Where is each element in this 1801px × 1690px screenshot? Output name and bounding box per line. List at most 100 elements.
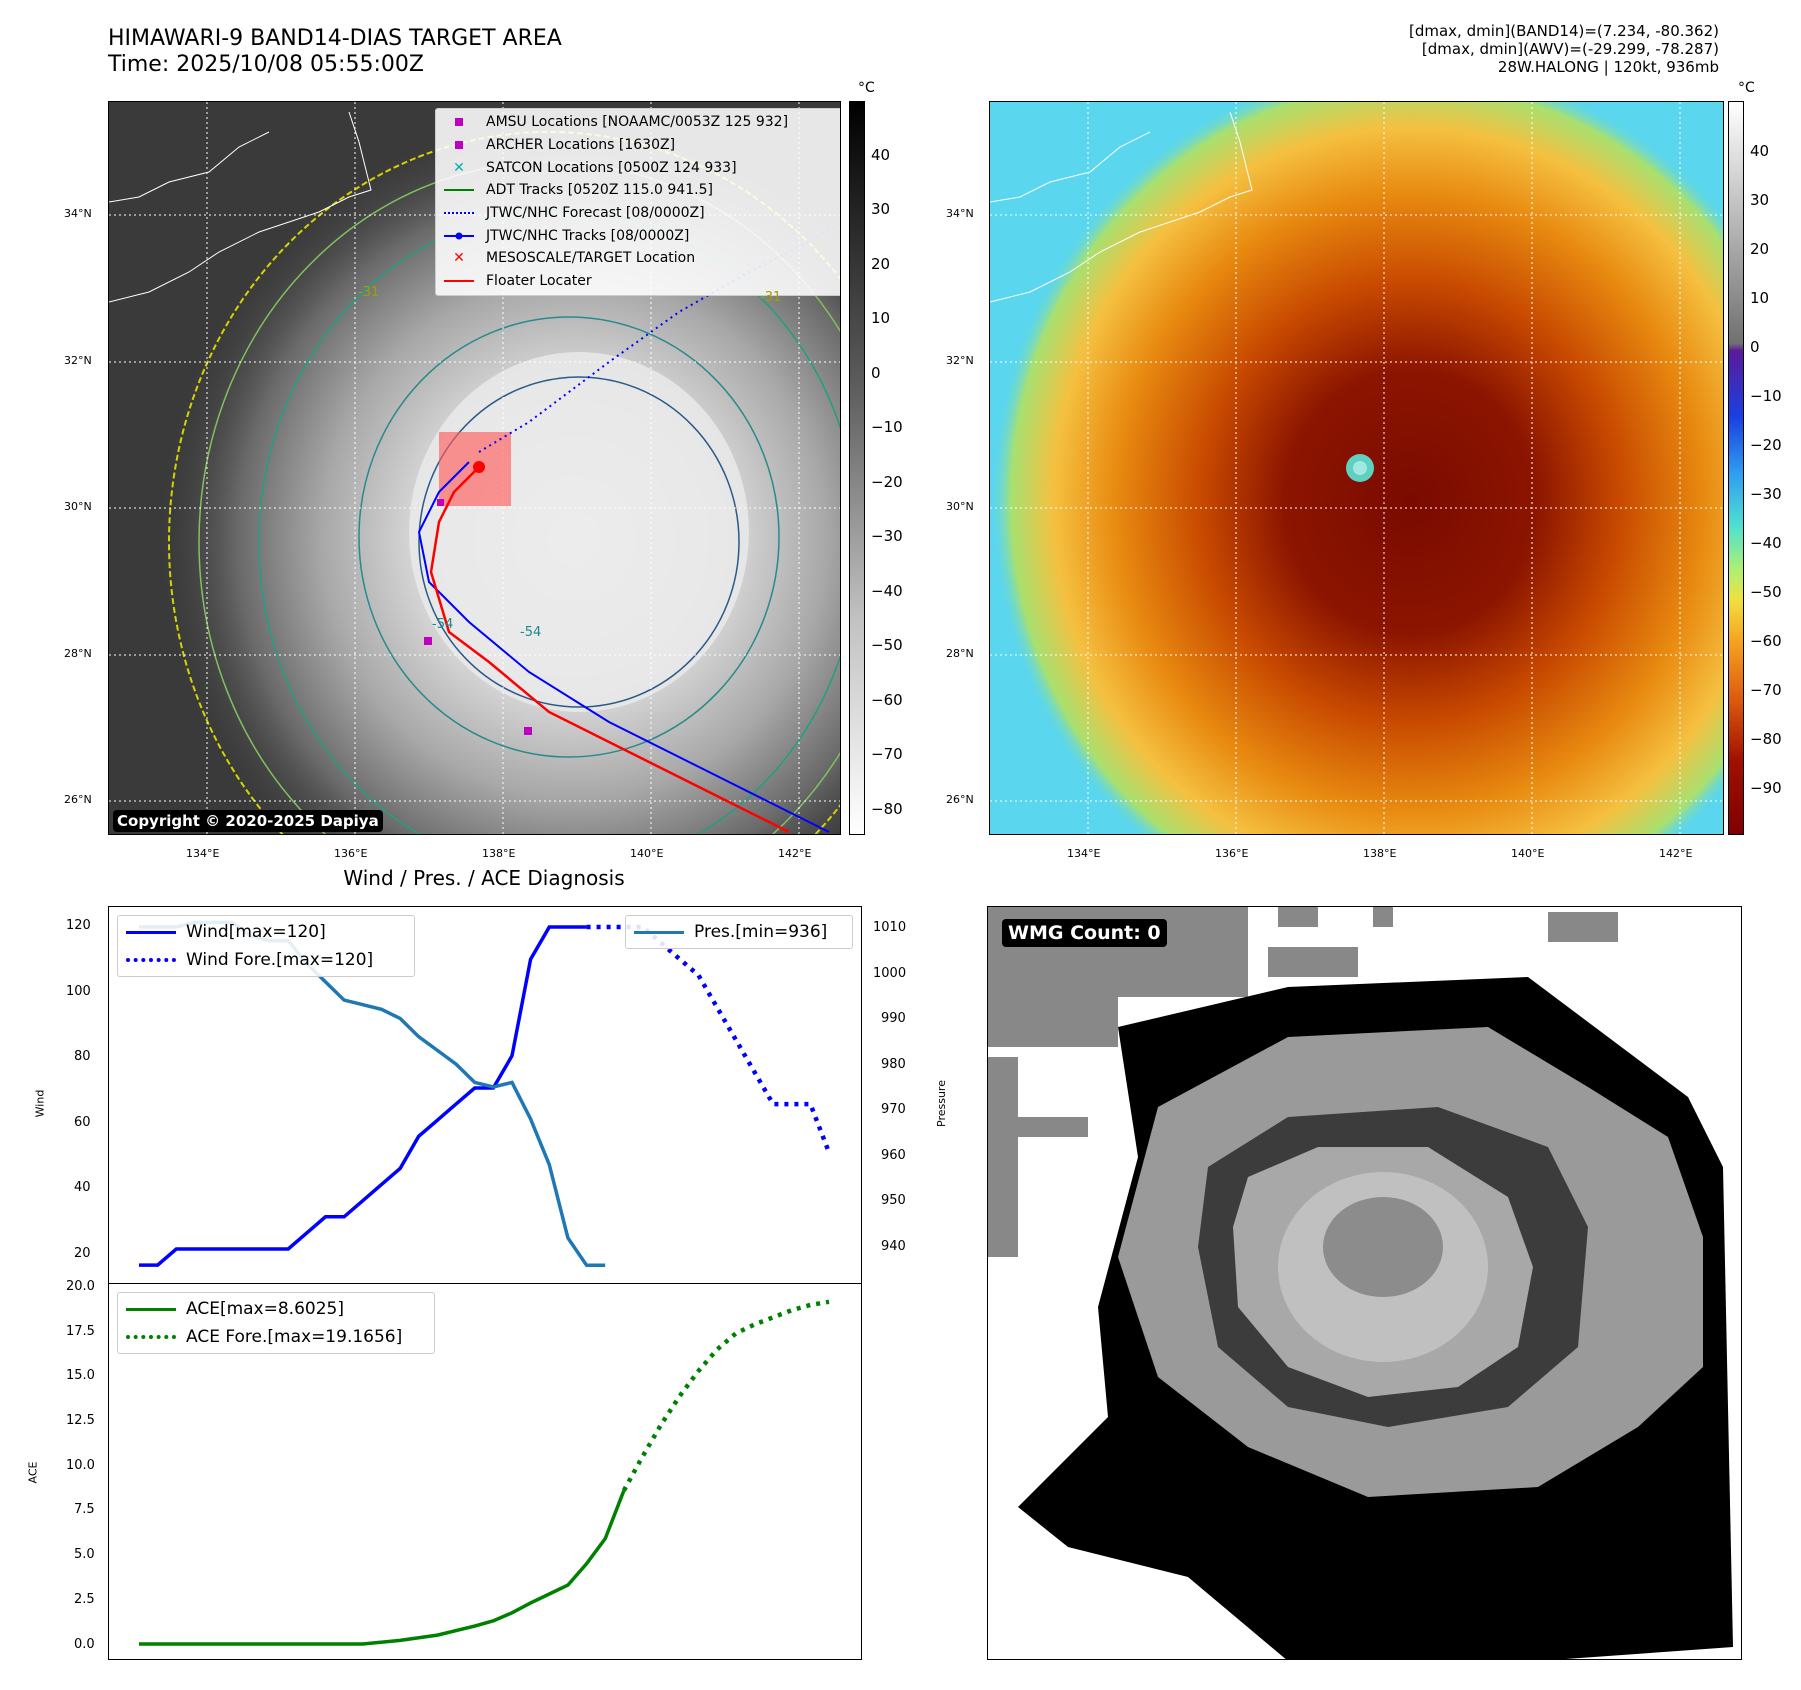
wmg-image [988, 907, 1733, 1659]
lat-label: 26°N [946, 793, 974, 806]
central-dense-overcast [409, 352, 749, 712]
adt-line-icon [444, 189, 474, 192]
ace-line-icon [126, 1307, 176, 1311]
ace-tick: 2.5 [74, 1592, 95, 1607]
cb-tick: −90 [1750, 779, 1782, 797]
wmg-panel: WMG Count: 0 [987, 906, 1742, 1660]
ace-axis-label: ACE [26, 1461, 40, 1484]
cb-tick: −10 [871, 418, 903, 436]
lat-label: 28°N [946, 647, 974, 660]
cb-tick: −40 [871, 582, 903, 600]
lon-label: 142°E [1659, 847, 1693, 860]
ace-tick: 0.0 [74, 1637, 95, 1652]
contour-label: -54 [520, 625, 542, 640]
cb-tick: 10 [1750, 289, 1770, 307]
coastline-japan [990, 111, 1253, 303]
wind-legend: Wind[max=120] Wind Fore.[max=120] [117, 915, 415, 977]
cb-tick: −50 [1750, 583, 1782, 601]
cb-tick: 30 [871, 200, 891, 218]
contour-teal-inner [358, 316, 780, 758]
pres-tick: 990 [881, 1011, 906, 1026]
gray-colorbar [849, 101, 865, 835]
wind-pressure-panel: Wind[max=120] Wind Fore.[max=120] Pres.[… [108, 906, 862, 1284]
ace-tick: 5.0 [74, 1547, 95, 1562]
lon-label: 142°E [778, 847, 812, 860]
legend-archer: ARCHER Locations [1630Z] [442, 134, 840, 157]
dmax-band14: [dmax, dmin](BAND14)=(7.234, -80.362) [1408, 22, 1719, 40]
lon-label: 136°E [1215, 847, 1249, 860]
contour-blue-inner [418, 376, 740, 708]
lat-label: 32°N [946, 354, 974, 367]
cb-tick: −40 [1750, 534, 1782, 552]
lat-label: 30°N [946, 500, 974, 513]
wind-tick: 120 [66, 918, 91, 933]
ace-plot [139, 1299, 830, 1646]
pressure-legend: Pres.[min=936] [625, 915, 853, 949]
legend-floater: Floater Locater [442, 270, 840, 293]
coastline-japan [109, 111, 372, 303]
legend-pressure: Pres.[min=936] [634, 918, 844, 946]
legend-ace-fore: ACE Fore.[max=19.1656] [126, 1323, 426, 1351]
legend-label: JTWC/NHC Tracks [08/0000Z] [486, 227, 690, 244]
track-dotline-icon [444, 232, 474, 240]
cb-tick: 10 [871, 309, 891, 327]
cb-tick: 30 [1750, 191, 1770, 209]
ace-tick: 17.5 [66, 1324, 95, 1339]
pres-tick: 1000 [873, 966, 907, 981]
legend-jtwc-forecast: JTWC/NHC Forecast [08/0000Z] [442, 202, 840, 225]
cb-tick: −70 [871, 745, 903, 763]
coastline-shikoku [109, 131, 270, 203]
lon-label: 140°E [630, 847, 664, 860]
wind-tick: 40 [74, 1180, 91, 1195]
series-ace-line [139, 1489, 626, 1646]
series-ace-fore-line [621, 1299, 830, 1492]
lon-label: 134°E [186, 847, 220, 860]
ir-color-map-canvas [990, 102, 1723, 834]
diagnosis-title: Wind / Pres. / ACE Diagnosis [343, 866, 625, 890]
floater-track [429, 466, 790, 834]
pressure-line-icon [634, 930, 684, 934]
floater-line-icon [444, 280, 474, 283]
lat-label: 34°N [946, 207, 974, 220]
colorbar-unit: °C [858, 80, 875, 96]
forecast-dotted-icon [444, 212, 474, 215]
pres-tick: 1010 [873, 920, 907, 935]
legend-label: SATCON Locations [0500Z 124 933] [486, 159, 737, 176]
series-wind-fore-line [586, 924, 832, 1154]
ace-tick: 10.0 [66, 1458, 95, 1473]
pres-tick: 950 [881, 1193, 906, 1208]
lat-label: 32°N [64, 354, 92, 367]
wmg-eye-center [1323, 1197, 1443, 1297]
legend-satcon: ✕ SATCON Locations [0500Z 124 933] [442, 156, 840, 179]
amsu-archer-markers [424, 499, 532, 735]
cb-tick: 40 [871, 146, 891, 164]
cb-tick: 20 [1750, 240, 1770, 258]
wind-tick: 20 [74, 1246, 91, 1261]
figure-time: Time: 2025/10/08 05:55:00Z [108, 52, 424, 77]
legend-label: Pres.[min=936] [694, 922, 828, 942]
cb-tick: −80 [1750, 730, 1782, 748]
legend-ace: ACE[max=8.6025] [126, 1295, 426, 1323]
mesoscale-x-icon: ✕ [453, 250, 465, 267]
legend-jtwc-tracks: JTWC/NHC Tracks [08/0000Z] [442, 224, 840, 247]
pres-tick: 970 [881, 1102, 906, 1117]
lon-label: 136°E [334, 847, 368, 860]
wind-axis-label: Wind [33, 1089, 47, 1118]
contour-label: -54 [432, 617, 454, 632]
cb-tick: −30 [1750, 485, 1782, 503]
legend-label: Wind[max=120] [186, 922, 326, 942]
cb-tick: −60 [1750, 632, 1782, 650]
ace-tick: 12.5 [66, 1413, 95, 1428]
lon-label: 134°E [1067, 847, 1101, 860]
cb-tick: 20 [871, 255, 891, 273]
lat-label: 28°N [64, 647, 92, 660]
wind-line-icon [126, 930, 176, 934]
lon-label: 138°E [1363, 847, 1397, 860]
ace-legend: ACE[max=8.6025] ACE Fore.[max=19.1656] [117, 1292, 435, 1354]
lat-label: 26°N [64, 793, 92, 806]
legend-wind: Wind[max=120] [126, 918, 406, 946]
colorbar-unit: °C [1738, 80, 1755, 96]
archer-square-icon [455, 141, 463, 150]
legend-label: ARCHER Locations [1630Z] [486, 137, 676, 154]
lat-label: 34°N [64, 207, 92, 220]
